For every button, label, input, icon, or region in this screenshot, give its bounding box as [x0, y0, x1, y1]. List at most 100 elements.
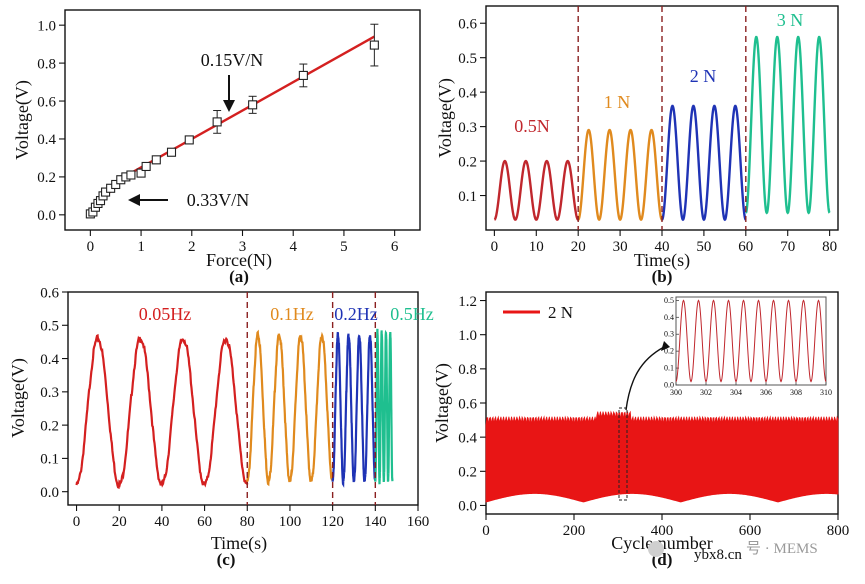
- series-0-line: [75, 333, 249, 490]
- inset-ytick-label: 0.2: [664, 347, 674, 356]
- label-0-5n: 0.5N: [514, 116, 550, 136]
- annotation-slope-high: 0.15V/N: [201, 50, 264, 70]
- inset-xtick-label: 306: [760, 388, 772, 397]
- data-point: [141, 161, 151, 172]
- inset-ytick-label: 0.5: [664, 296, 674, 305]
- inset-frame: [675, 296, 827, 386]
- label-1n: 1 N: [604, 92, 631, 112]
- panel-c-data: [75, 292, 394, 505]
- panel-b-force-response: 0 10 20 30 40 50 60 70 80 0.1 0.2 0.3 0.4 0.5 0.6 Time…: [435, 5, 839, 286]
- panel-c-xtick-label: 120: [321, 514, 344, 530]
- inset-xtick-label: 302: [700, 388, 712, 397]
- panel-b-xtick-label: 80: [822, 239, 837, 255]
- panel-d-ytick-label: 1.2: [458, 294, 477, 310]
- inset-ticks: 300 302 304 306 308 310 0.0 0.1 0.2 0.3 0.4 0.5: [664, 296, 832, 397]
- panel-a-xlabel: Force(N): [206, 250, 272, 271]
- panel-b-ytick-label: 0.6: [458, 16, 477, 32]
- panel-a-force-voltage: 0 1 2 3 4 5 6 0.0 0.2 0.4 0.6 0.8 1.0 Force(N) Volta…: [12, 9, 421, 286]
- panel-c-frame: [67, 291, 419, 506]
- inset-xtick-label: 300: [670, 388, 682, 397]
- panel-a-ytick-label: 0.8: [37, 56, 56, 72]
- panel-d-cycle-stability: 0 200 400 600 800 0.0 0.2 0.4 0.6 0.8 1.0 1.2 Cycle…: [432, 291, 850, 569]
- panel-b-xtick-label: 40: [655, 239, 670, 255]
- panel-c-ytick-label: 0.0: [40, 485, 59, 501]
- annotation-slope-low: 0.33V/N: [187, 190, 250, 210]
- label-2n: 2 N: [690, 66, 717, 86]
- panel-d-inset: 300 302 304 306 308 310 0.0 0.1 0.2 0.3 0.4 0.5: [664, 296, 832, 397]
- panel-a-xtick-label: 2: [188, 239, 196, 255]
- panel-d-ytick-label: 0.8: [458, 362, 477, 378]
- panel-c-label: (c): [217, 550, 236, 569]
- series-1-line: [577, 128, 663, 222]
- inset-xtick-label: 308: [790, 388, 802, 397]
- panel-c-ytick-label: 0.2: [40, 418, 59, 434]
- panel-c-xtick-label: 0: [73, 514, 81, 530]
- panel-d-xtick-label: 800: [827, 523, 850, 539]
- watermark-site: ybx8.cn: [694, 547, 742, 563]
- panel-c-xtick-label: 160: [407, 514, 430, 530]
- panel-a-xtick-label: 5: [340, 239, 348, 255]
- fit-line-1: [120, 35, 375, 180]
- data-point: [126, 170, 136, 180]
- data-point: [136, 168, 146, 178]
- label-0-5hz: 0.5Hz: [390, 304, 434, 324]
- zoom-callout-arrowhead: [661, 341, 670, 351]
- zoom-callout-arrow: [625, 346, 665, 411]
- panel-a-ytick-label: 0.6: [37, 94, 56, 110]
- panel-a-ytick-label: 0.4: [37, 132, 56, 148]
- annotation-arrowhead-left: [128, 194, 140, 206]
- panel-c-xtick-label: 100: [279, 514, 302, 530]
- inset-ytick-label: 0.1: [664, 364, 674, 373]
- panel-b-ytick-label: 0.4: [458, 85, 477, 101]
- panel-b-xtick-label: 10: [529, 239, 544, 255]
- panel-b-data: [493, 6, 831, 230]
- series-2-line: [661, 104, 747, 222]
- panel-b-ylabel: Voltage(V): [435, 78, 456, 158]
- series-2-line: [331, 331, 377, 488]
- annotation-arrowhead-down: [223, 100, 235, 112]
- panel-c-ytick-label: 0.1: [40, 452, 59, 468]
- panel-c-xlabel: Time(s): [211, 533, 267, 554]
- data-point: [298, 70, 308, 80]
- panel-b-xlabel: Time(s): [634, 250, 690, 271]
- data-point: [111, 179, 121, 190]
- series-1-line: [246, 329, 334, 487]
- panel-b-ytick-label: 0.3: [458, 120, 477, 136]
- panel-b-ytick-label: 0.5: [458, 51, 477, 67]
- panel-b-xtick-label: 70: [780, 239, 795, 255]
- watermark-text: 号 · MEMS: [746, 541, 818, 557]
- panel-c-ytick-label: 0.5: [40, 319, 59, 335]
- panel-a-ytick-label: 1.0: [37, 18, 56, 34]
- inset-xtick-label: 304: [730, 388, 742, 397]
- panel-c-ytick-label: 0.4: [40, 352, 59, 368]
- panel-c-xtick-label: 20: [112, 514, 127, 530]
- inset-signal-line: [675, 299, 827, 383]
- panel-a-xtick-label: 6: [391, 239, 399, 255]
- panel-a-data: [85, 23, 379, 219]
- panel-a-xtick-label: 4: [289, 239, 297, 255]
- panel-a-ytick-label: 0.0: [37, 208, 56, 224]
- inset-xtick-label: 310: [820, 388, 832, 397]
- label-0-1hz: 0.1Hz: [270, 304, 314, 324]
- inset-ytick-label: 0.0: [664, 381, 674, 390]
- panel-d-xlabel: Cycle number: [611, 533, 712, 553]
- panel-c-ytick-label: 0.6: [40, 285, 59, 301]
- panel-c-xtick-label: 60: [197, 514, 212, 530]
- panel-b-label: (b): [652, 267, 673, 286]
- panel-b-xtick-label: 0: [491, 239, 499, 255]
- panel-c-ytick-label: 0.3: [40, 385, 59, 401]
- data-point: [184, 135, 194, 145]
- panel-d-xtick-label: 400: [651, 523, 674, 539]
- panel-c-ylabel: Voltage(V): [8, 358, 29, 438]
- panel-d-xtick-label: 600: [739, 523, 762, 539]
- panel-a-xtick-label: 0: [87, 239, 95, 255]
- panel-b-xtick-label: 60: [738, 239, 753, 255]
- inset-ytick-label: 0.4: [664, 313, 674, 322]
- panel-b-xtick-label: 30: [613, 239, 628, 255]
- panel-b-ytick-label: 0.2: [458, 154, 477, 170]
- panel-a-ticks: 0 1 2 3 4 5 6 0.0 0.2 0.4 0.6 0.8 1.0: [37, 18, 399, 255]
- panel-c-xtick-label: 140: [364, 514, 387, 530]
- series-3-line: [374, 328, 394, 485]
- panel-b-ticks: 0 10 20 30 40 50 60 70 80 0.1 0.2 0.3 0.4 0.5 0.6: [458, 16, 837, 255]
